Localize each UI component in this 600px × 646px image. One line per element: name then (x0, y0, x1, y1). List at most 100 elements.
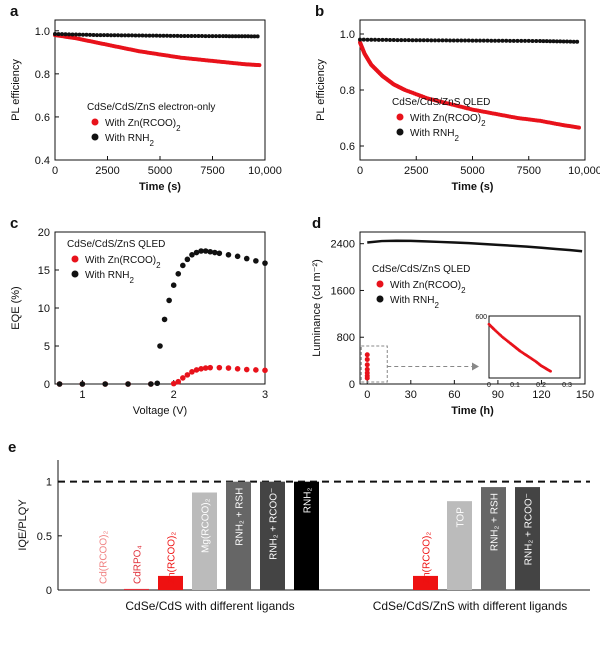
data-point (133, 33, 138, 38)
data-point (361, 37, 366, 42)
data-point (125, 381, 131, 387)
data-point (466, 38, 471, 43)
series-zn-rcoo2 (53, 33, 262, 68)
data-point (154, 33, 159, 38)
data-point (364, 375, 370, 381)
legend-marker (91, 118, 99, 126)
bar (192, 492, 217, 590)
legend-title: CdSe/CdS/ZnS QLED (67, 239, 165, 250)
data-point (534, 38, 539, 43)
bar (158, 575, 183, 590)
y-tick-label: 0 (46, 585, 52, 597)
data-point (63, 32, 68, 37)
data-point (211, 249, 218, 256)
panel-a: a 0.4 0.6 0.8 1.0 0 2500 5000 7500 10,000 Time (s)… (10, 3, 282, 193)
bar-label: CdRPO₄ (133, 545, 144, 584)
legend-title: CdSe/CdS/ZnS electron-only (87, 102, 215, 113)
data-point (395, 38, 400, 43)
x-tick-label: 7500 (517, 165, 541, 177)
bar-group: Zn(RCOO)₂ TOP RNH₂ + RSH RNH₂ + RCOO⁻ CdSe/C… (373, 487, 567, 613)
y-tick-label: 1.0 (340, 29, 355, 41)
data-point (364, 362, 370, 368)
x-axis-label: Time (s) (139, 181, 181, 193)
series-rnh2-line (367, 239, 583, 253)
data-point (225, 365, 232, 371)
data-point (373, 37, 377, 42)
data-point (455, 38, 460, 43)
legend-entry: With RNH2 (390, 295, 439, 310)
legend-marker (71, 270, 79, 278)
data-point (196, 34, 201, 39)
data-point (384, 37, 389, 42)
data-point (425, 38, 430, 43)
legend-marker (91, 133, 99, 141)
data-point (198, 248, 204, 254)
data-point (418, 38, 422, 43)
data-point (109, 33, 113, 38)
data-point (391, 38, 396, 43)
data-point (175, 271, 182, 277)
legend-entry: With RNH2 (410, 128, 459, 143)
data-point (421, 38, 426, 43)
bar (447, 501, 472, 590)
data-point (214, 34, 218, 39)
data-point (243, 366, 250, 373)
y-tick-label: 1.0 (35, 26, 50, 38)
bar-label: Mg(RCOO)₂ (201, 498, 212, 553)
data-point (217, 34, 222, 39)
bar (124, 588, 149, 590)
data-point (230, 34, 235, 39)
data-point (252, 34, 257, 39)
data-point (161, 33, 166, 38)
data-point (84, 32, 89, 37)
data-point (541, 39, 546, 44)
panel-letter: c (10, 215, 18, 232)
data-point (253, 367, 259, 373)
data-point (485, 38, 490, 43)
data-point (166, 297, 172, 304)
arrow-head (472, 362, 479, 371)
inset-plot: 0 0.1 0.2 0.3 600 (475, 314, 581, 389)
bar-label: RNH₂ + RSH (235, 488, 246, 546)
y-axis-label: EQE (%) (10, 286, 22, 329)
data-point (511, 38, 516, 43)
inset-x-tick-label: 0 (487, 382, 491, 389)
data-point (98, 33, 103, 38)
x-tick-label: 3 (262, 389, 268, 401)
inset-x-tick-label: 0.2 (536, 382, 546, 389)
data-point (448, 38, 452, 43)
x-tick-label: 2 (171, 389, 177, 401)
data-point (551, 39, 556, 44)
x-tick-label: 10,000 (248, 165, 282, 177)
data-point (147, 33, 152, 38)
data-point (565, 39, 569, 44)
data-point (119, 33, 124, 38)
bar-label: Zn(RCOO)₂ (422, 532, 433, 584)
y-tick-label: 0.4 (35, 155, 50, 167)
data-point (504, 38, 509, 43)
data-point (246, 34, 251, 39)
data-point (508, 38, 512, 43)
data-point (433, 38, 437, 43)
y-axis-label: IQE/PLQY (17, 499, 29, 551)
data-point (523, 38, 527, 43)
data-point (544, 39, 549, 44)
data-point (91, 32, 96, 37)
data-point (184, 372, 191, 378)
data-point (225, 252, 232, 258)
legend-entry: With RNH2 (85, 270, 134, 285)
data-point (255, 34, 260, 39)
data-point (180, 262, 186, 269)
data-point (95, 33, 99, 38)
bar (260, 481, 285, 590)
legend-marker (396, 128, 404, 136)
x-tick-label: 150 (576, 389, 594, 401)
y-tick-label: 0.5 (37, 531, 52, 543)
x-tick-label: 0 (364, 389, 370, 401)
data-point (170, 282, 177, 289)
data-point (200, 34, 204, 39)
data-point (575, 39, 580, 44)
data-point (116, 33, 120, 38)
bar-group: Cd(RCOO)₂ CdRPO₄ Zn(RCOO)₂ Mg(RCOO)₂ RNH₂ + … (99, 481, 319, 613)
data-point (193, 34, 197, 39)
